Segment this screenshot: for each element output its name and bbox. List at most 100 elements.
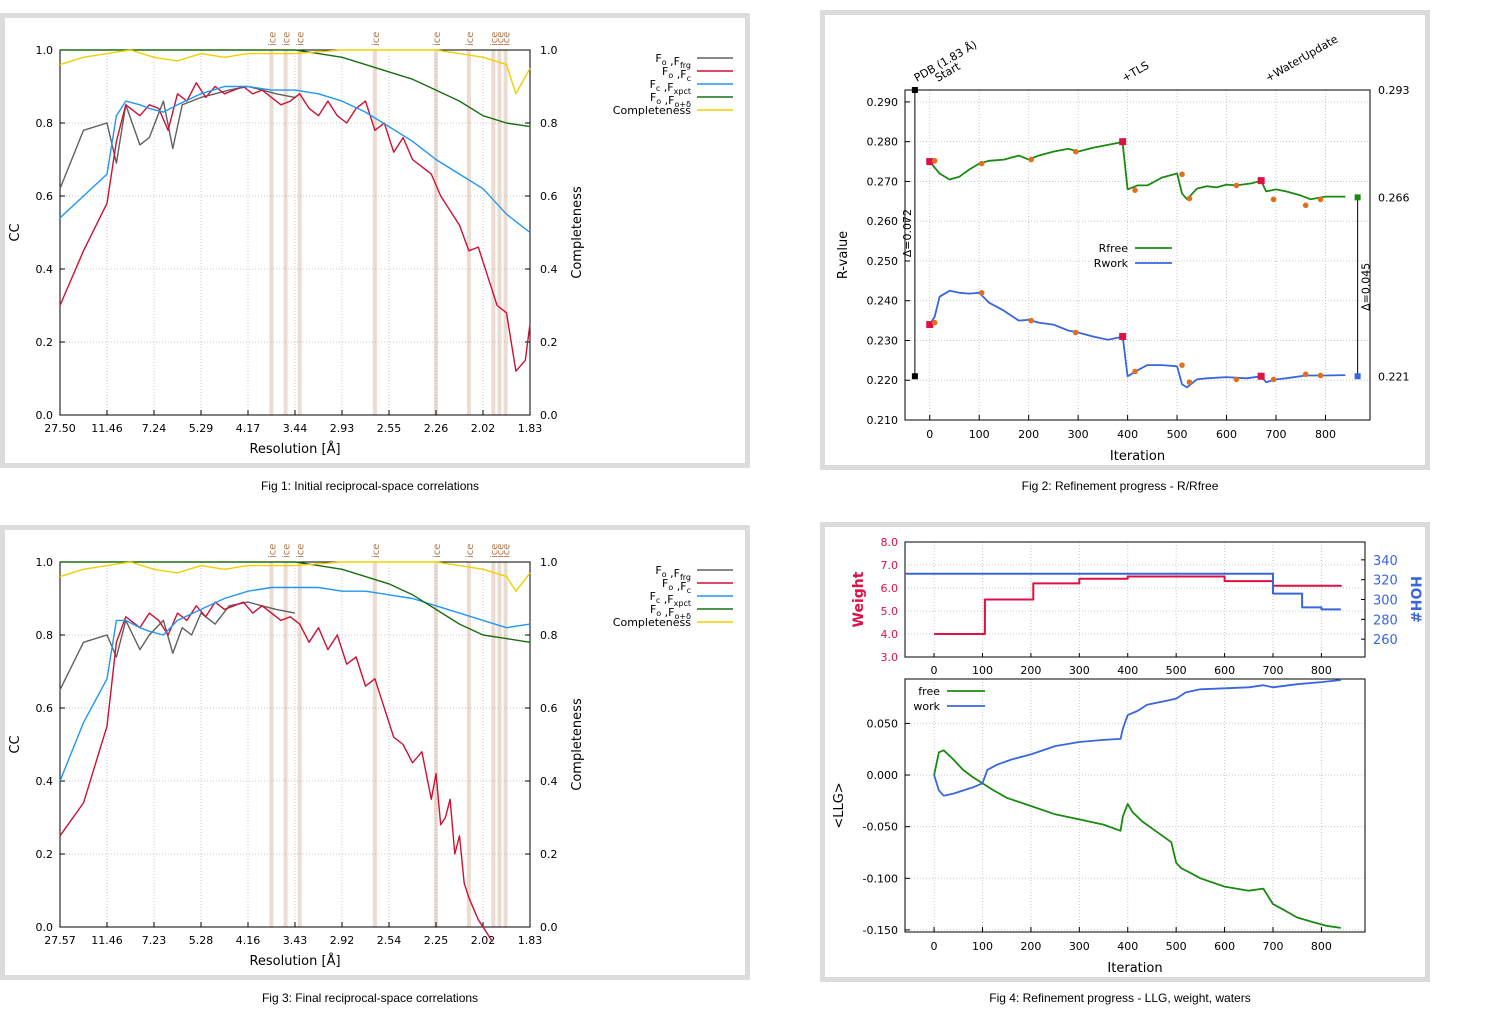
- ice-band: [497, 50, 502, 415]
- y2-tick-label: 280: [1373, 613, 1398, 628]
- x-tick-label: 300: [1069, 664, 1090, 677]
- ice-label: ice: [502, 544, 513, 558]
- y-tick-label: 0.250: [867, 255, 899, 268]
- ice-band: [466, 562, 471, 927]
- y-axis-label: CC: [8, 223, 23, 241]
- ice-band: [434, 562, 438, 927]
- final-rfree-marker: [1354, 194, 1361, 201]
- x-tick-label: 5.28: [189, 934, 214, 947]
- y-tick-label: 0.230: [867, 334, 899, 347]
- x-axis-label: Iteration: [1110, 449, 1165, 464]
- legend-label-1: Fo ,Fc: [662, 65, 691, 83]
- x-tick-label: 500: [1166, 664, 1187, 677]
- cycle-marker: [1179, 362, 1185, 368]
- ice-band: [503, 50, 508, 415]
- cycle-marker: [1233, 376, 1240, 383]
- x-tick-label: 800: [1315, 428, 1336, 441]
- legend-label-4: Completeness: [613, 104, 691, 117]
- fig2-chart: 0 100 200 300 400 500 600 700 800 0.210 0.220 0.230…: [836, 32, 1410, 464]
- x-tick-label: 500: [1167, 428, 1188, 441]
- y-tick-label: 0.2: [36, 848, 54, 861]
- y-tick-label: 0.8: [36, 117, 54, 130]
- x-tick-label: 7.24: [142, 422, 167, 435]
- cycle-marker: [1233, 182, 1240, 189]
- x-tick-label: 300: [1069, 940, 1090, 953]
- y2-tick-label: 0.2: [540, 848, 558, 861]
- x-tick-label: 11.46: [91, 422, 123, 435]
- y-tick-label: 0.8: [36, 629, 54, 642]
- x-tick-label: 2.02: [471, 422, 496, 435]
- ice-band: [491, 562, 496, 927]
- cycle-marker: [1270, 376, 1277, 383]
- y-tick-label: 8.0: [881, 536, 899, 549]
- ice-band: [372, 562, 377, 927]
- series-line-4: [59, 49, 531, 95]
- y-tick-label: -0.100: [863, 872, 898, 885]
- ice-label: ice: [432, 32, 443, 46]
- ice-band: [497, 562, 502, 927]
- cycle-marker: [1186, 195, 1193, 202]
- cycle-marker: [1072, 329, 1079, 336]
- x-tick-label: 2.55: [377, 422, 402, 435]
- llg-plot: 0 100 200 300 400 500 600 700 800 -0.150 -0.100 -0.…: [832, 678, 1366, 976]
- final-rwork-marker: [1354, 373, 1361, 380]
- ice-label: ice: [296, 544, 307, 558]
- legend-label-0: Rfree: [1099, 242, 1129, 255]
- plot-area: 0 100 200 300 400 500 600 700 800 0.210 0.220 0.230…: [836, 32, 1410, 464]
- y-tick-label: 0.6: [36, 702, 54, 715]
- ice-band: [503, 562, 508, 927]
- cycle-marker: [1317, 196, 1324, 203]
- hoh-axis-label: HOH#: [1407, 576, 1423, 623]
- cycle-marker: [1317, 372, 1324, 379]
- pdb-rwork-marker: [911, 373, 918, 380]
- x-tick-label: 300: [1068, 428, 1089, 441]
- ice-label: ice: [268, 32, 279, 46]
- event-marker: [1119, 138, 1127, 146]
- y2-axis-label: Completeness: [570, 698, 585, 791]
- y-tick-label: 0.6: [36, 190, 54, 203]
- fig2-caption: Fig 2: Refinement progress - R/Rfree: [1021, 479, 1219, 493]
- event-label: +WaterUpdate: [1263, 32, 1340, 84]
- ice-label: ice: [465, 32, 476, 46]
- x-tick-label: 4.17: [236, 422, 261, 435]
- y-tick-label: 1.0: [36, 44, 54, 57]
- ice-band: [466, 50, 471, 415]
- delta-right-label: Δ=0.045: [1360, 263, 1373, 311]
- y-tick-label: 0.210: [867, 414, 899, 427]
- ice-label: ice: [371, 544, 382, 558]
- y-tick-label: 0.050: [867, 717, 899, 730]
- series-line-0: [934, 575, 1342, 635]
- y2-tick-label: 0.4: [540, 263, 558, 276]
- series-line-0: [929, 141, 1346, 201]
- event-marker: [1119, 333, 1127, 341]
- y-tick-label: 0.240: [867, 295, 899, 308]
- y-tick-label: 0.260: [867, 215, 899, 228]
- series-line-0: [933, 749, 1341, 929]
- x-tick-label: 2.92: [330, 934, 355, 947]
- right-value-label: 0.293: [1378, 84, 1410, 97]
- y-tick-label: 0.220: [867, 374, 899, 387]
- y-axis-label: <LLG>: [832, 782, 847, 828]
- ice-band: [283, 50, 288, 415]
- x-tick-label: 0: [926, 428, 933, 441]
- x-tick-label: 3.44: [283, 422, 308, 435]
- y-tick-label: 4.0: [881, 628, 899, 641]
- x-axis-label: Resolution [Å]: [249, 953, 340, 969]
- ice-label: ice: [495, 32, 506, 46]
- y2-tick-label: 0.6: [540, 190, 558, 203]
- series-line-3: [60, 561, 531, 643]
- ice-band: [372, 50, 377, 415]
- y-tick-label: 0.0: [36, 921, 54, 934]
- ice-label: ice: [296, 32, 307, 46]
- series-line-1: [59, 601, 493, 942]
- x-tick-label: 3.43: [283, 934, 308, 947]
- cycle-marker: [1072, 148, 1079, 155]
- x-tick-label: 600: [1214, 664, 1235, 677]
- ice-band: [269, 50, 274, 415]
- ice-label: ice: [432, 544, 443, 558]
- y2-axis-label: Completeness: [570, 186, 585, 279]
- ice-label: ice: [495, 544, 506, 558]
- event-marker: [926, 321, 934, 329]
